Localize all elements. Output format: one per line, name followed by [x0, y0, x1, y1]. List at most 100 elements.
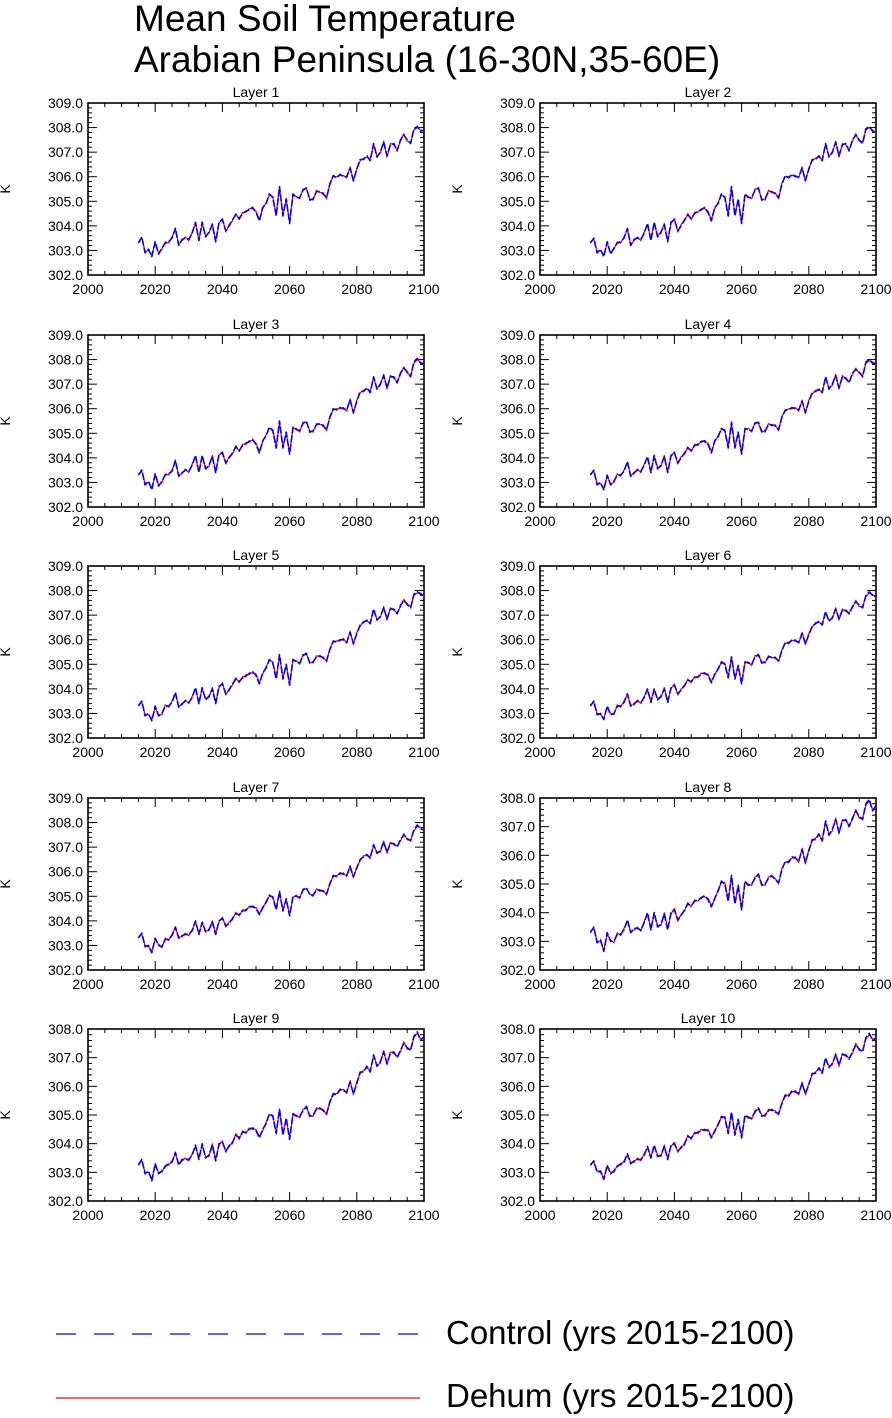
- layer-1-ytick-label: 302.0: [48, 267, 83, 283]
- layer-4-ytick-label: 309.0: [500, 327, 535, 343]
- layer-7-ytick-label: 308.0: [48, 815, 83, 831]
- layer-7-ytick-label: 304.0: [48, 913, 83, 929]
- layer-5-ytick-label: 306.0: [48, 632, 83, 648]
- layer-8-ytick-label: 308.0: [500, 790, 535, 806]
- layer-2-xtick-label: 2080: [793, 281, 824, 297]
- layer-9-panel: Layer 9 K 2000 2020 2040 2060 2080 2100 302.0 303…: [0, 1010, 440, 1223]
- layer-1-xtick-label: 2040: [207, 281, 238, 297]
- layer-10-frame: [539, 1028, 877, 1202]
- layer-4-frame: [539, 334, 877, 508]
- layer-4-ytick-label: 302.0: [500, 499, 535, 515]
- layer-6-xtick-label: 2040: [659, 744, 690, 760]
- layer-6-ytick-label: 305.0: [500, 656, 535, 672]
- layer-1-ylabel: K: [0, 184, 13, 194]
- layer-5-dehum-line: [138, 592, 425, 721]
- layer-7-frame: [87, 797, 425, 971]
- figure-title-line-1: Mean Soil Temperature: [134, 0, 516, 39]
- layer-3-ytick-label: 304.0: [48, 450, 83, 466]
- layer-5-ytick-label: 307.0: [48, 607, 83, 623]
- legend-dehum-label: Dehum (yrs 2015-2100): [446, 1377, 795, 1414]
- layer-5-ytick-label: 309.0: [48, 558, 83, 574]
- layer-3-frame: [87, 334, 425, 508]
- layer-9-control-line: [137, 1031, 425, 1182]
- layer-4-control-line: [589, 358, 876, 491]
- layer-10-ytick-label: 302.0: [500, 1193, 535, 1209]
- layer-8-panel: Layer 8 K 2000 2020 2040 2060 2080 2100 302.0 303…: [449, 779, 892, 992]
- layer-1-xtick-label: 2060: [274, 281, 305, 297]
- layer-8-xtick-label: 2060: [726, 976, 757, 992]
- layer-3-title: Layer 3: [233, 316, 280, 332]
- layer-9-ytick-label: 303.0: [48, 1164, 83, 1180]
- layer-10-xtick-label: 2080: [793, 1207, 824, 1223]
- layer-7-dehum-line: [138, 825, 425, 953]
- layer-5-panel: Layer 5 K 2000 2020 2040 2060 2080 2100 302.0 303…: [0, 547, 440, 760]
- layer-1-ytick-label: 308.0: [48, 120, 83, 136]
- layer-8-ylabel: K: [449, 879, 465, 889]
- layer-9-dehum-line: [138, 1032, 425, 1181]
- layer-6-xtick-label: 2060: [726, 744, 757, 760]
- layer-4-ylabel: K: [449, 416, 465, 426]
- layer-2-panel: Layer 2 K 2000 2020 2040 2060 2080 2100 302.0 303…: [449, 84, 892, 297]
- layer-7-ytick-label: 303.0: [48, 937, 83, 953]
- layer-6-xtick-label: 2080: [793, 744, 824, 760]
- layer-6-xtick-label: 2000: [524, 744, 555, 760]
- layer-3-xtick-label: 2000: [72, 513, 103, 529]
- layer-4-ytick-label: 308.0: [500, 352, 535, 368]
- layer-6-title: Layer 6: [685, 547, 732, 563]
- layer-10-ylabel: K: [449, 1110, 465, 1120]
- layer-2-ytick-label: 306.0: [500, 169, 535, 185]
- layer-6-ytick-label: 308.0: [500, 583, 535, 599]
- layer-2-ytick-label: 303.0: [500, 242, 535, 258]
- layer-10-dehum-line: [590, 1034, 876, 1179]
- layer-7-xtick-label: 2100: [408, 976, 439, 992]
- layer-6-frame: [539, 565, 877, 739]
- layer-7-xtick-label: 2040: [207, 976, 238, 992]
- layer-5-ytick-label: 303.0: [48, 705, 83, 721]
- layer-3-xtick-label: 2100: [408, 513, 439, 529]
- layer-8-ytick-label: 302.0: [500, 962, 535, 978]
- layer-5-ylabel: K: [0, 647, 13, 657]
- layer-4-ytick-label: 305.0: [500, 425, 535, 441]
- layer-10-ytick-label: 303.0: [500, 1164, 535, 1180]
- layer-8-xtick-label: 2040: [659, 976, 690, 992]
- layer-1-xtick-label: 2000: [72, 281, 103, 297]
- layer-8-xtick-label: 2020: [592, 976, 623, 992]
- layer-1-xtick-label: 2100: [408, 281, 439, 297]
- layer-3-ytick-label: 307.0: [48, 376, 83, 392]
- layer-1-control-line: [137, 125, 425, 258]
- layer-9-ytick-label: 302.0: [48, 1193, 83, 1209]
- layer-3-xtick-label: 2020: [140, 513, 171, 529]
- layer-6-dehum-line: [590, 592, 877, 719]
- layer-6-ylabel: K: [449, 647, 465, 657]
- layer-2-ytick-label: 304.0: [500, 218, 535, 234]
- layer-6-xtick-label: 2100: [860, 744, 891, 760]
- layer-8-ytick-label: 304.0: [500, 905, 535, 921]
- layer-6-ytick-label: 302.0: [500, 730, 535, 746]
- layer-10-xtick-label: 2020: [592, 1207, 623, 1223]
- layer-3-ytick-label: 303.0: [48, 474, 83, 490]
- layer-10-ytick-label: 305.0: [500, 1107, 535, 1123]
- layer-1-xtick-label: 2080: [341, 281, 372, 297]
- layer-9-ytick-label: 306.0: [48, 1078, 83, 1094]
- layer-6-ytick-label: 303.0: [500, 705, 535, 721]
- layer-5-title: Layer 5: [233, 547, 280, 563]
- layer-1-ytick-label: 309.0: [48, 95, 83, 111]
- layer-1-dehum-line: [137, 126, 425, 256]
- layer-2-xtick-label: 2040: [659, 281, 690, 297]
- layer-5-frame: [87, 565, 425, 739]
- layer-4-ytick-label: 307.0: [500, 376, 535, 392]
- layer-6-ytick-label: 306.0: [500, 632, 535, 648]
- layer-1-panel: Layer 1 K 2000 2020 2040 2060 2080 2100 302.0 303…: [0, 84, 440, 297]
- layer-7-title: Layer 7: [233, 779, 280, 795]
- layer-4-ytick-label: 304.0: [500, 450, 535, 466]
- layer-10-xtick-label: 2060: [726, 1207, 757, 1223]
- layer-2-ytick-label: 308.0: [500, 120, 535, 136]
- layer-8-xtick-label: 2100: [860, 976, 891, 992]
- layer-6-ytick-label: 309.0: [500, 558, 535, 574]
- layer-1-title: Layer 1: [233, 84, 280, 100]
- layer-9-xtick-label: 2060: [274, 1207, 305, 1223]
- layer-7-ytick-label: 306.0: [48, 864, 83, 880]
- layer-10-control-line: [589, 1032, 877, 1181]
- layer-10-ytick-label: 304.0: [500, 1136, 535, 1152]
